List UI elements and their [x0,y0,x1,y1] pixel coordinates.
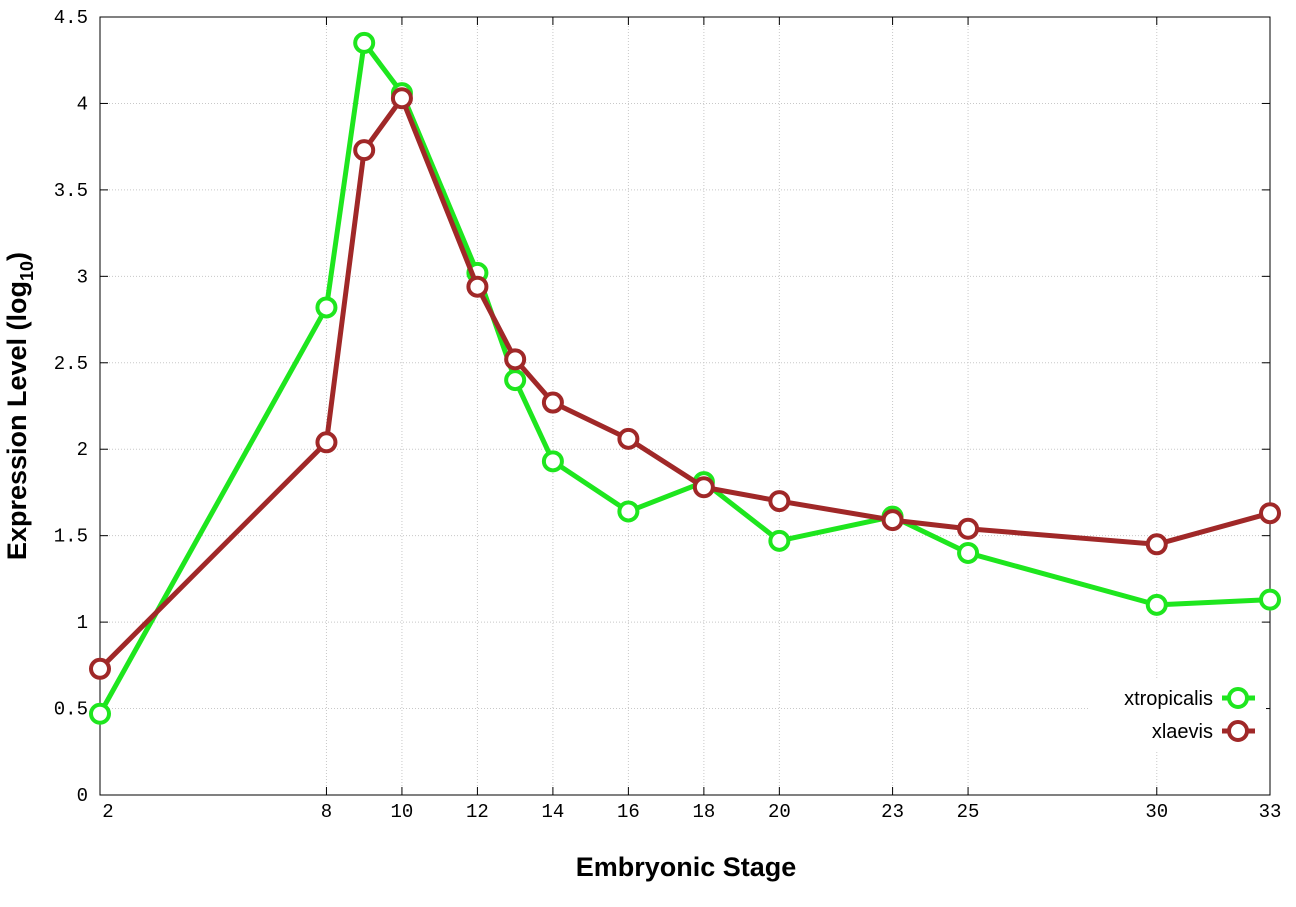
plot-frame [99,16,1271,796]
legend-marker-xlaevis [1227,720,1249,742]
data-point-xlaevis [541,391,564,414]
data-point-xtropicalis [353,31,376,54]
x-tick-label: 20 [768,801,791,823]
y-tick-label: 0 [77,785,88,807]
y-tick-label: 4 [77,93,88,115]
y-tick-label: 3 [77,266,88,288]
data-point-xlaevis [957,517,980,540]
data-point-xtropicalis [1259,588,1281,611]
data-point-xlaevis [617,427,640,450]
data-point-xtropicalis [768,529,791,552]
legend-label-xlaevis: xlaevis [1152,721,1213,743]
y-tick-label: 2 [77,439,88,461]
series-line-xtropicalis [97,40,1271,715]
x-tick-label: 33 [1259,801,1282,823]
data-point-xlaevis [504,348,527,371]
data-point-xlaevis [390,87,413,110]
x-tick-label: 8 [321,801,332,823]
data-point-xlaevis [768,490,791,513]
data-point-xlaevis [1145,533,1168,556]
series-layer [89,31,1281,725]
y-tick-label: 2.5 [54,353,88,375]
y-tick-label: 0.5 [54,699,88,721]
x-axis-label: Embryonic Stage [576,852,797,882]
x-tick-label: 12 [466,801,489,823]
data-point-xtropicalis [957,541,980,564]
legend: xtropicalis xlaevis [1124,687,1255,743]
legend-label-xtropicalis: xtropicalis [1124,688,1213,710]
data-point-xtropicalis [1145,593,1168,616]
data-point-xlaevis [692,476,715,499]
data-point-xtropicalis [617,500,640,523]
data-point-xlaevis [353,139,376,162]
data-point-xlaevis [89,657,111,680]
data-point-xtropicalis [504,369,527,392]
x-tick-label: 30 [1145,801,1168,823]
y-tick-label: 1 [77,612,88,634]
x-tick-label: 25 [957,801,980,823]
x-tick-label: 23 [881,801,904,823]
ticks: 0 0.5 1 1.5 2 2.5 3 3.5 4 4.5 2 8 10 12 14 16 18 20 23 25 30… [54,7,1282,823]
x-tick-label: 14 [541,801,564,823]
y-axis-label: Expression Level (log10) [2,252,37,560]
x-tick-label: 10 [391,801,414,823]
x-tick-label: 2 [102,801,113,823]
data-point-xlaevis [466,275,489,298]
data-point-xtropicalis [315,296,338,319]
data-point-xlaevis [881,509,904,532]
x-tick-label: 18 [692,801,715,823]
x-tick-label: 16 [617,801,640,823]
grid [100,17,1270,795]
data-point-xlaevis [1259,502,1281,525]
legend-marker-xtropicalis [1227,687,1249,709]
data-point-xtropicalis [89,702,111,725]
y-tick-label: 1.5 [54,526,88,548]
y-tick-label: 4.5 [54,7,88,29]
y-tick-label: 3.5 [54,180,88,202]
data-point-xtropicalis [541,450,564,473]
series-line-xlaevis [98,95,1271,671]
data-point-xlaevis [315,431,338,454]
